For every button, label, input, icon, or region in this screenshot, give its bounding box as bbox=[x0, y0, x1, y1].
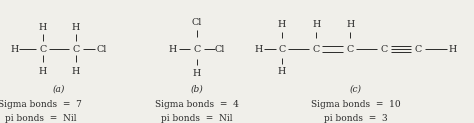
Text: H: H bbox=[72, 23, 80, 32]
Text: H: H bbox=[192, 69, 201, 78]
Text: H: H bbox=[72, 67, 80, 76]
Text: H: H bbox=[10, 45, 18, 54]
Text: Sigma bonds  =  7: Sigma bonds = 7 bbox=[0, 100, 82, 109]
Text: C: C bbox=[346, 45, 354, 54]
Text: pi bonds  =  Nil: pi bonds = Nil bbox=[161, 114, 232, 123]
Text: Sigma bonds  =  10: Sigma bonds = 10 bbox=[310, 100, 401, 109]
Text: pi bonds  =  Nil: pi bonds = Nil bbox=[5, 114, 76, 123]
Text: C: C bbox=[193, 45, 201, 54]
Text: H: H bbox=[169, 45, 177, 54]
Text: pi bonds  =  3: pi bonds = 3 bbox=[324, 114, 387, 123]
Text: (c): (c) bbox=[349, 84, 362, 93]
Text: H: H bbox=[278, 20, 286, 29]
Text: Cl: Cl bbox=[214, 45, 225, 54]
Text: H: H bbox=[346, 20, 355, 29]
Text: C: C bbox=[72, 45, 80, 54]
Text: C: C bbox=[278, 45, 286, 54]
Text: C: C bbox=[381, 45, 388, 54]
Text: (a): (a) bbox=[53, 84, 65, 93]
Text: H: H bbox=[254, 45, 263, 54]
Text: C: C bbox=[39, 45, 46, 54]
Text: H: H bbox=[278, 67, 286, 76]
Text: C: C bbox=[312, 45, 320, 54]
Text: H: H bbox=[448, 45, 457, 54]
Text: H: H bbox=[38, 23, 47, 32]
Text: Cl: Cl bbox=[97, 45, 107, 54]
Text: H: H bbox=[38, 67, 47, 76]
Text: Sigma bonds  =  4: Sigma bonds = 4 bbox=[155, 100, 238, 109]
Text: H: H bbox=[312, 20, 320, 29]
Text: (b): (b) bbox=[191, 84, 203, 93]
Text: C: C bbox=[415, 45, 422, 54]
Text: Cl: Cl bbox=[191, 18, 202, 27]
